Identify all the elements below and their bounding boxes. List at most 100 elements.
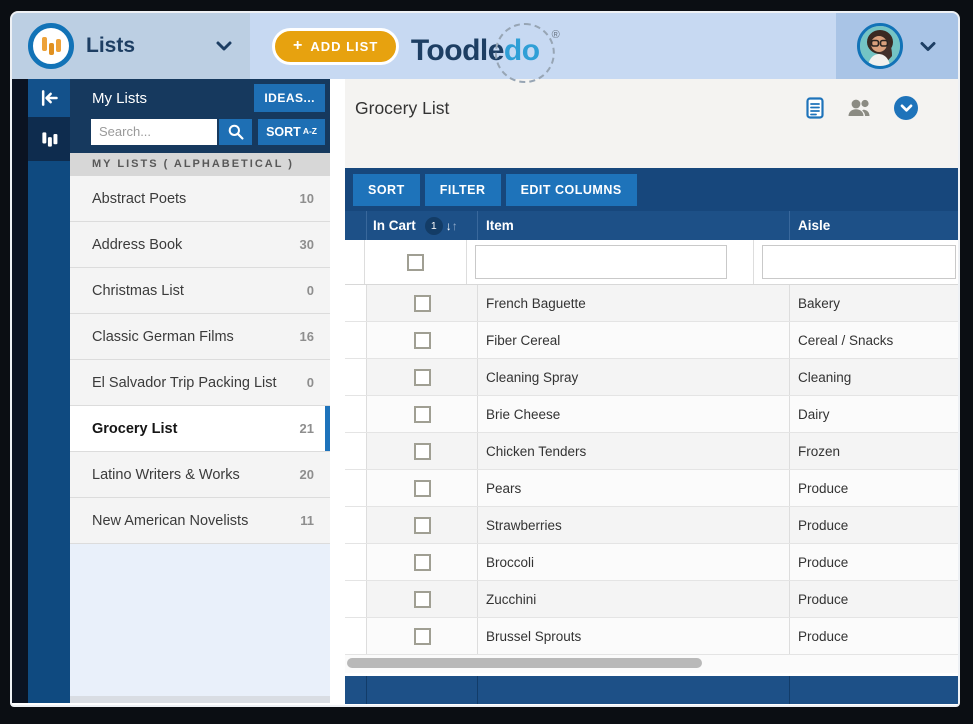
item-cell[interactable]: Fiber Cereal — [478, 322, 790, 358]
sidebar-list-item[interactable]: Abstract Poets 10 — [70, 176, 330, 222]
table-footer-row — [345, 676, 958, 704]
aisle-cell[interactable]: Bakery — [798, 295, 841, 311]
horizontal-scrollbar[interactable] — [345, 655, 958, 673]
sidebar-list-item[interactable]: Classic German Films 16 — [70, 314, 330, 360]
row-handle[interactable] — [345, 507, 367, 543]
in-cart-checkbox[interactable] — [413, 331, 431, 349]
row-handle[interactable] — [345, 544, 367, 580]
aisle-cell[interactable]: Produce — [798, 517, 849, 533]
sidebar-list-item[interactable]: Christmas List 0 — [70, 268, 330, 314]
in-cart-checkbox[interactable] — [413, 405, 431, 423]
sort-priority-badge: 1 — [424, 216, 443, 235]
table-header-row: In Cart 1 ↓ ↑ Item Aisle — [345, 211, 958, 240]
rail-lists-tab[interactable] — [28, 117, 70, 161]
sort-button[interactable]: SORT — [353, 173, 420, 206]
sidebar-list-item[interactable]: Address Book 30 — [70, 222, 330, 268]
row-handle[interactable] — [345, 470, 367, 506]
in-cart-column-header[interactable]: In Cart 1 ↓ ↑ — [367, 211, 478, 240]
item-label: Item — [486, 218, 514, 233]
footer-gap — [345, 673, 958, 676]
item-cell[interactable]: Brie Cheese — [478, 396, 790, 432]
list-item-label: Abstract Poets — [92, 190, 187, 207]
item-cell[interactable]: Cleaning Spray — [478, 359, 790, 395]
filter-incart-checkbox[interactable] — [407, 253, 425, 271]
row-handle[interactable] — [345, 581, 367, 617]
aisle-filter-input[interactable] — [762, 245, 957, 279]
table-row[interactable]: Fiber Cereal Cereal / Snacks — [345, 322, 958, 359]
item-cell[interactable]: Pears — [478, 470, 790, 506]
aisle-cell[interactable]: Produce — [798, 591, 849, 607]
in-cart-checkbox[interactable] — [413, 516, 431, 534]
sort-asc-icon[interactable]: ↑ — [451, 218, 458, 233]
table-row[interactable]: Brussel Sprouts Produce — [345, 618, 958, 655]
table-row[interactable]: Brie Cheese Dairy — [345, 396, 958, 433]
sharing-button[interactable] — [846, 98, 872, 118]
row-handle[interactable] — [345, 433, 367, 469]
sidebar-list-item[interactable]: Latino Writers & Works 20 — [70, 452, 330, 498]
add-list-button[interactable]: + ADD LIST — [272, 27, 400, 65]
ideas-button[interactable]: IDEAS... — [254, 84, 325, 112]
nav-section-switcher[interactable]: Lists — [12, 13, 250, 79]
aisle-column-header[interactable]: Aisle — [790, 211, 958, 240]
row-handle[interactable] — [345, 396, 367, 432]
item-cell[interactable]: Strawberries — [478, 507, 790, 543]
list-options-button[interactable] — [894, 96, 918, 120]
row-handle[interactable] — [345, 359, 367, 395]
table-row[interactable]: Zucchini Produce — [345, 581, 958, 618]
in-cart-checkbox[interactable] — [413, 442, 431, 460]
nav-chevron-down-icon[interactable] — [214, 39, 234, 53]
list-item-count: 11 — [300, 513, 314, 528]
aisle-cell[interactable]: Produce — [798, 480, 849, 496]
plus-icon: + — [293, 37, 304, 54]
aisle-cell[interactable]: Cereal / Snacks — [798, 332, 894, 348]
table-row[interactable]: Broccoli Produce — [345, 544, 958, 581]
search-button[interactable] — [219, 118, 252, 145]
notes-button[interactable] — [806, 97, 824, 119]
sidebar-sort-button[interactable]: SORT A-Z — [258, 118, 325, 145]
search-input[interactable] — [91, 118, 217, 145]
sort-desc-icon[interactable]: ↓ — [445, 218, 452, 233]
sidebar-list-item[interactable]: Grocery List 21 — [70, 406, 330, 452]
item-column-header[interactable]: Item — [478, 211, 790, 240]
table-row[interactable]: French Baguette Bakery — [345, 285, 958, 322]
top-header: Lists + ADD LIST Toodledo ® — [12, 13, 958, 83]
in-cart-checkbox[interactable] — [413, 627, 431, 645]
table-row[interactable]: Strawberries Produce — [345, 507, 958, 544]
sidebar-header: My Lists IDEAS... — [70, 79, 330, 117]
row-handle[interactable] — [345, 285, 367, 321]
in-cart-cell — [367, 507, 478, 543]
item-cell[interactable]: Zucchini — [478, 581, 790, 617]
aisle-cell[interactable]: Frozen — [798, 443, 841, 459]
in-cart-checkbox[interactable] — [413, 590, 431, 608]
table-body: French Baguette Bakery Fiber Cereal Cereal … — [345, 285, 958, 655]
scrollbar-thumb[interactable] — [347, 658, 702, 668]
item-cell[interactable]: Chicken Tenders — [478, 433, 790, 469]
item-cell[interactable]: French Baguette — [478, 285, 790, 321]
item-cell[interactable]: Broccoli — [478, 544, 790, 580]
table-row[interactable]: Cleaning Spray Cleaning — [345, 359, 958, 396]
item-filter-input[interactable] — [475, 245, 728, 279]
in-cart-checkbox[interactable] — [413, 479, 431, 497]
collapse-sidebar-button[interactable] — [28, 79, 70, 117]
table-row[interactable]: Pears Produce — [345, 470, 958, 507]
edit-columns-button[interactable]: EDIT COLUMNS — [505, 173, 637, 206]
account-chevron-down-icon[interactable] — [919, 40, 937, 53]
brand-first: Toodle — [410, 34, 505, 67]
row-handle[interactable] — [345, 322, 367, 358]
in-cart-checkbox[interactable] — [413, 553, 431, 571]
aisle-cell[interactable]: Produce — [798, 628, 849, 644]
aisle-cell[interactable]: Produce — [798, 554, 849, 570]
table-row[interactable]: Chicken Tenders Frozen — [345, 433, 958, 470]
user-avatar[interactable] — [857, 23, 903, 69]
in-cart-checkbox[interactable] — [413, 294, 431, 312]
sidebar-list-item[interactable]: New American Novelists 11 — [70, 498, 330, 544]
item-cell[interactable]: Brussel Sprouts — [478, 618, 790, 654]
account-section[interactable] — [836, 13, 958, 79]
in-cart-checkbox[interactable] — [413, 368, 431, 386]
aisle-cell[interactable]: Cleaning — [798, 369, 852, 385]
row-handle[interactable] — [345, 618, 367, 654]
filter-button[interactable]: FILTER — [424, 173, 501, 206]
sidebar-list-item[interactable]: El Salvador Trip Packing List 0 — [70, 360, 330, 406]
aisle-cell[interactable]: Dairy — [798, 406, 830, 422]
